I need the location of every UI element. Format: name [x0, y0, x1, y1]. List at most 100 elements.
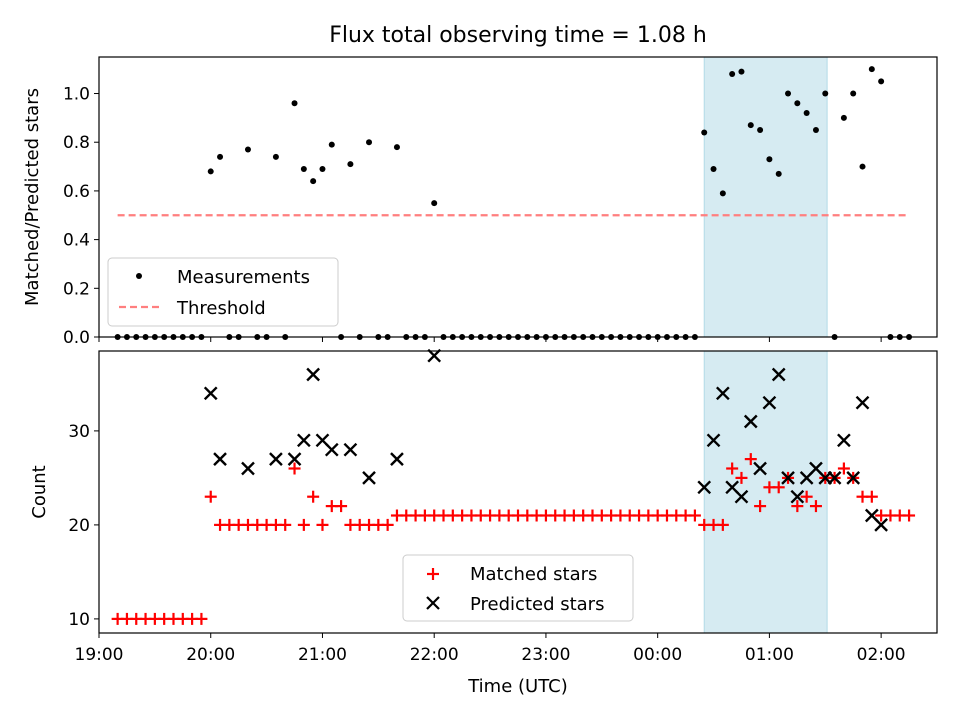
matched-star-point [335, 500, 348, 513]
x-tick-label: 19:00 [75, 645, 124, 665]
top-legend-box [107, 257, 339, 327]
matched-star-point [316, 518, 329, 531]
measurement-point [701, 129, 708, 136]
measurement-point [803, 110, 810, 116]
x-tick-label: 01:00 [745, 645, 794, 665]
measurement-point [794, 100, 801, 107]
legend-matched-marker [427, 568, 439, 580]
predicted-star-point [241, 461, 255, 476]
matched-star-point [744, 453, 757, 466]
predicted-star-point [715, 386, 730, 401]
measurement-point [868, 66, 875, 73]
predicted-star-point [203, 386, 218, 401]
measurement-point [319, 166, 326, 172]
measurement-point [291, 100, 298, 107]
predicted-star-point [790, 489, 805, 504]
bottom-x-ticks: 19:00 20:00 21:00 22:00 23:00 00:00 01:00 02:00 [75, 633, 906, 665]
predicted-stars-points [203, 348, 888, 532]
bottom-axes-frame [98, 350, 938, 634]
measurement-point [859, 163, 866, 170]
predicted-star-point [771, 367, 786, 382]
predicted-star-point [697, 480, 712, 495]
matched-star-point [772, 481, 785, 494]
matched-star-point [791, 500, 804, 513]
predicted-star-point [213, 452, 227, 466]
measurement-point [710, 166, 717, 172]
measurement-point [747, 122, 754, 129]
measurement-point [244, 146, 251, 153]
matched-star-point [688, 509, 701, 522]
top-y-axis-label: Matched/Predicted stars [22, 88, 43, 306]
matched-star-point [800, 490, 813, 503]
measurement-point [738, 68, 745, 75]
bottom-legend: Matched stars Predicted stars [402, 554, 634, 622]
top-panel-plot-area: 0.0 0.2 0.4 0.6 0.8 1.0 Matched/Predicted sta… [22, 56, 938, 348]
measurement-point [366, 139, 373, 146]
measurement-point [878, 78, 885, 85]
matched-star-point [297, 518, 310, 531]
bottom-y-tick-label: 30 [68, 422, 90, 442]
measurement-point [347, 161, 354, 168]
chart-title: Flux total observing time = 1.08 h [329, 23, 707, 48]
predicted-star-point [296, 433, 311, 448]
predicted-star-point [324, 442, 339, 457]
matched-star-point [204, 490, 217, 503]
bottom-y-axis-label: Count [29, 465, 50, 518]
top-y-ticks: 0.0 0.2 0.4 0.6 0.8 1.0 [63, 85, 99, 348]
predicted-star-point [743, 414, 758, 429]
measurement-point [850, 90, 857, 97]
top-legend: Measurements Threshold [107, 257, 339, 327]
matched-star-point [288, 462, 301, 475]
top-highlight-span [703, 56, 828, 338]
legend-matched-label: Matched stars [470, 564, 597, 585]
matched-star-point [837, 462, 850, 475]
measurement-point [393, 144, 400, 151]
legend-threshold-label: Threshold [176, 298, 266, 319]
matched-star-point [809, 500, 822, 513]
measurement-point [300, 166, 307, 172]
predicted-star-point [753, 461, 767, 476]
measurement-point [775, 170, 782, 177]
matched-star-point [735, 471, 748, 484]
predicted-star-point [427, 348, 442, 363]
bottom-y-tick-label: 20 [68, 516, 90, 536]
top-y-tick-label: 0.6 [63, 182, 90, 202]
top-y-tick-label: 1.0 [63, 85, 90, 105]
bottom-legend-box [402, 554, 634, 622]
bottom-panel-plot-area: 10 20 30 19:00 20:00 21:00 22:00 23:00 00:00 01:… [29, 348, 938, 697]
x-tick-label: 00:00 [633, 645, 682, 665]
legend-measurements-label: Measurements [177, 267, 310, 288]
measurement-point [812, 127, 819, 134]
predicted-star-point [827, 471, 842, 485]
matched-star-point [865, 490, 878, 503]
x-axis-label: Time (UTC) [467, 676, 568, 697]
top-y-tick-label: 0.0 [63, 328, 90, 348]
matched-star-point [307, 490, 320, 503]
bottom-y-ticks: 10 20 30 [68, 422, 99, 630]
predicted-star-point [343, 442, 358, 457]
predicted-star-point [762, 395, 777, 410]
measurement-point [729, 71, 736, 78]
measurement-point [217, 153, 224, 160]
measurement-point [328, 141, 335, 148]
predicted-star-point [855, 395, 870, 410]
legend-measurements-marker [136, 273, 142, 279]
measurement-point [822, 90, 829, 97]
predicted-star-point [287, 452, 302, 466]
matched-star-point [279, 518, 292, 531]
x-tick-label: 22:00 [410, 645, 459, 665]
predicted-star-point [837, 433, 851, 448]
x-tick-label: 20:00 [186, 645, 235, 665]
x-tick-label: 23:00 [521, 645, 570, 665]
measurement-point [840, 114, 847, 121]
legend-predicted-marker [426, 596, 440, 610]
predicted-star-point [306, 367, 321, 382]
matched-star-point [754, 500, 767, 513]
predicted-star-point [269, 452, 283, 466]
predicted-star-point [734, 489, 749, 504]
x-tick-label: 02:00 [857, 645, 906, 665]
predicted-star-point [874, 518, 888, 532]
x-tick-label: 21:00 [298, 645, 347, 665]
measurement-point [310, 178, 317, 185]
measurement-point [431, 200, 438, 207]
